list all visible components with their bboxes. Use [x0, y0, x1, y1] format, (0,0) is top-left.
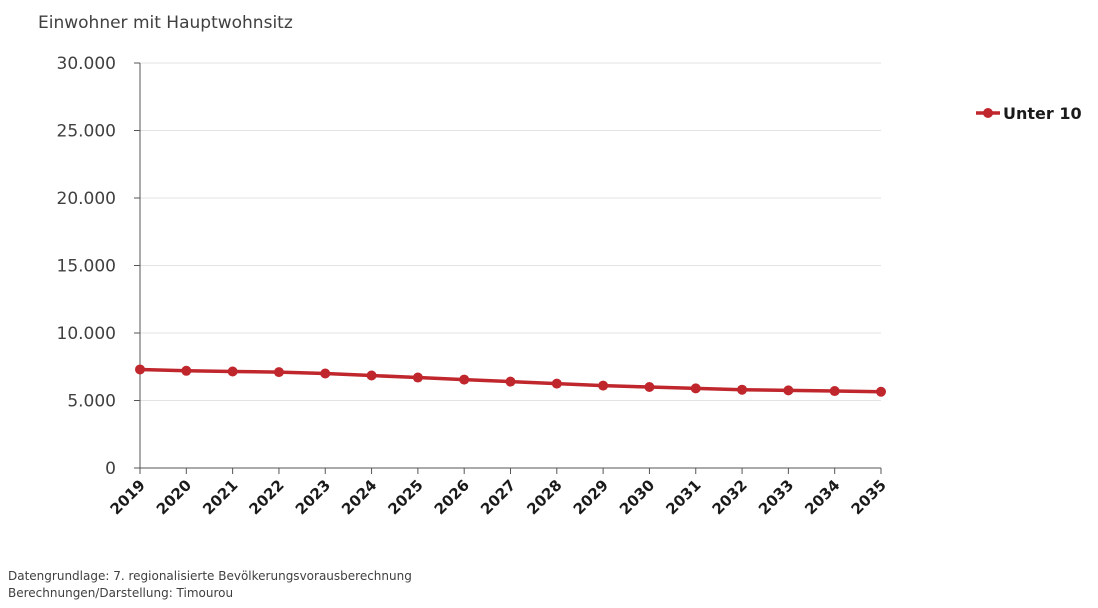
grid-lines: [140, 62, 881, 401]
y-tick-label-20000: 20.000: [57, 189, 116, 209]
y-axis-title: Einwohner mit Hauptwohnsitz: [38, 13, 293, 33]
series-layer: [135, 364, 886, 397]
x-tick-label-2035: 2035: [848, 476, 890, 518]
y-axis: 0 5.000 10.000 15.000 20.000 25.000 30.000: [57, 54, 141, 479]
x-tick-label-2022: 2022: [246, 476, 288, 518]
legend-label-unter-10: Unter 10: [1003, 104, 1082, 123]
x-tick-label-2034: 2034: [801, 476, 843, 518]
data-point-2030: [644, 382, 655, 392]
x-tick-label-2019: 2019: [107, 476, 149, 518]
data-point-2028: [551, 378, 562, 389]
x-tick-label-2025: 2025: [384, 476, 426, 518]
data-point-2031: [690, 383, 701, 394]
x-tick-label-2030: 2030: [616, 476, 658, 518]
x-tick-label-2031: 2031: [662, 476, 704, 518]
y-tick-label-30000: 30.000: [57, 54, 116, 74]
data-point-2032: [737, 384, 748, 395]
x-tick-label-2028: 2028: [523, 476, 565, 518]
credits-note: Berechnungen/Darstellung: Timourou: [8, 586, 234, 600]
y-tick-label-25000: 25.000: [57, 122, 116, 142]
x-tick-label-2020: 2020: [153, 476, 195, 518]
data-point-2022: [273, 367, 284, 378]
x-tick-label-2024: 2024: [338, 476, 380, 518]
x-tick-label-2021: 2021: [199, 476, 241, 518]
line-chart: Einwohner mit Hauptwohnsitz 0 5.000 10.000…: [38, 13, 1082, 518]
data-point-2027: [505, 376, 516, 387]
data-point-2026: [459, 374, 470, 385]
data-point-2023: [320, 368, 331, 379]
y-tick-label-5000: 5.000: [67, 392, 116, 412]
data-point-2034: [829, 386, 840, 397]
data-point-2025: [412, 372, 423, 383]
x-axis: 2019 2020 2021 2022 2023 2024 2025 2026 2027 2028…: [107, 467, 890, 518]
y-tick-label-0: 0: [105, 459, 116, 479]
data-point-2019: [135, 364, 145, 375]
legend-marker: [983, 108, 993, 118]
x-tick-label-2023: 2023: [292, 476, 334, 518]
data-point-2020: [181, 365, 192, 376]
x-tick-label-2027: 2027: [477, 476, 519, 518]
x-tick-label-2033: 2033: [755, 476, 797, 518]
x-tick-label-2032: 2032: [709, 476, 751, 518]
data-point-2033: [783, 385, 794, 396]
data-point-2035: [876, 386, 886, 397]
y-tick-label-15000: 15.000: [57, 257, 116, 277]
x-tick-label-2029: 2029: [570, 476, 612, 518]
x-tick-label-2026: 2026: [431, 476, 473, 518]
y-tick-label-10000: 10.000: [57, 324, 116, 344]
data-point-2021: [227, 366, 238, 377]
legend: Unter 10: [976, 104, 1082, 123]
data-point-2024: [366, 370, 377, 381]
data-point-2029: [598, 380, 609, 391]
source-note: Datengrundlage: 7. regionalisierte Bevöl…: [8, 569, 412, 583]
